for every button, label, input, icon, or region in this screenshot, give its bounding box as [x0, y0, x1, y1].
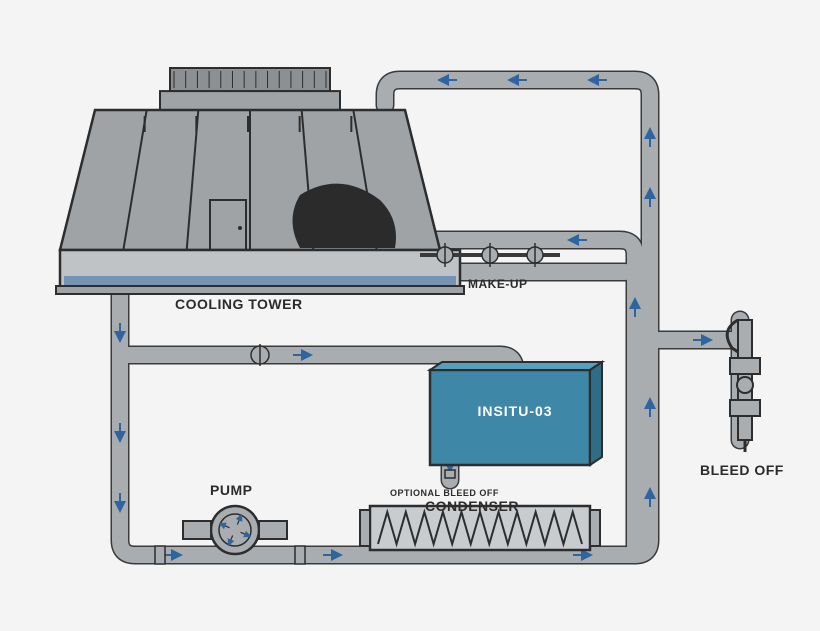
label-pump: PUMP: [210, 482, 252, 498]
label-cooling-tower: COOLING TOWER: [175, 296, 303, 312]
label-optional-bleed: OPTIONAL BLEED OFF: [390, 488, 499, 498]
label-insitu-unit: INSITU-03: [440, 403, 590, 419]
label-condenser: CONDENSER: [425, 498, 519, 514]
label-bleed-off: BLEED OFF: [700, 462, 784, 478]
diagram-root: COOLING TOWER MAKE-UP PUMP CONDENSER BLE…: [0, 0, 820, 631]
diagram-svg: [0, 0, 820, 631]
label-make-up: MAKE-UP: [468, 277, 528, 291]
